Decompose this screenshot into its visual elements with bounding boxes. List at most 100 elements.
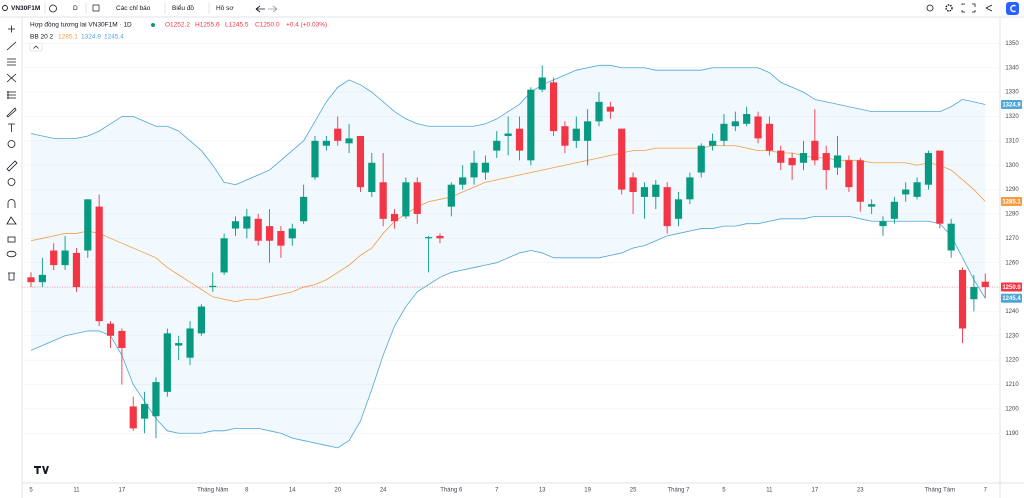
price-tag [1001,100,1022,110]
candle-type-icon[interactable] [92,4,100,12]
y-tick-label: 1310 [1005,138,1019,144]
candle-body [390,213,399,222]
candle-body [549,82,558,132]
candle-body [50,250,58,266]
ohlc-value: O1252.2 [165,22,190,29]
chart-button[interactable]: Biểu đồ [172,3,194,12]
candle-body [879,221,887,227]
candle-body [697,145,705,173]
screenshot-icon[interactable] [926,4,934,12]
candle-body [856,160,864,202]
candle-body [902,189,910,195]
ruler-tool[interactable] [6,160,18,172]
candle-body [27,277,35,283]
settings-icon[interactable] [945,4,953,12]
y-tick-label: 1300 [1005,163,1019,169]
text-tool[interactable] [8,123,15,132]
market-status-dot [151,23,155,27]
y-tick-label: 1350 [1005,41,1019,47]
candle-body [686,177,694,200]
redo-icon[interactable] [268,5,278,13]
projection-tool[interactable] [7,91,16,99]
fullscreen-icon[interactable] [961,3,976,13]
fib-tool[interactable] [7,58,16,66]
y-tick-label: 1340 [1005,65,1019,71]
candle-body [129,406,137,429]
candle-body [186,328,194,358]
candle-body [163,333,171,392]
candle-body [209,285,217,288]
x-tick-label: 20 [334,488,341,494]
compare-icon[interactable] [49,4,57,13]
delete-tool[interactable] [8,272,15,281]
pattern-tool[interactable] [6,73,17,83]
y-tick-label: 1280 [1005,212,1019,218]
y-tick-label: 1230 [1005,333,1019,339]
candle-body [822,153,830,171]
candle-body [947,223,955,251]
zoom-tool[interactable] [7,178,16,186]
y-tick-label: 1190 [1006,431,1020,437]
ohlc-value: L1245.5 [225,22,249,29]
y-tick-label: 1200 [1005,406,1019,412]
x-tick-label: 19 [584,488,591,494]
crosshair-tool[interactable] [8,25,15,33]
top-toolbar [0,0,1024,17]
candle-body [459,177,467,185]
x-tick-label: 13 [539,488,546,494]
candle-body [197,306,205,334]
collapse-arrow [33,45,39,49]
hide-tool[interactable] [6,250,17,258]
candle-body [334,128,342,141]
symbol[interactable]: VN30F1M [11,5,40,12]
candle-body [481,162,489,173]
candle-body [731,121,739,127]
candle-body [572,128,580,141]
candle-body [890,201,898,219]
lock-tool[interactable] [7,236,16,243]
stay-drawing-tool[interactable] [6,216,17,225]
x-tick-label: 17 [119,488,126,494]
candle-body [322,140,330,146]
x-tick-label: 24 [380,488,387,494]
y-tick-label: 1260 [1005,260,1019,266]
icon-tool[interactable] [7,140,16,148]
interval[interactable]: D [73,5,78,12]
candle-body [84,199,92,251]
app-logo[interactable] [1006,2,1019,15]
x-tick-label: 11 [73,488,80,494]
brush-tool[interactable] [6,107,17,118]
collapse-legend[interactable] [29,42,43,52]
candle-body [936,150,944,224]
candle-body [38,274,46,283]
price-tag-label: 1250.0 [1002,285,1021,291]
indicator-name: BB 20 2 [30,34,54,41]
share-icon[interactable] [985,4,993,12]
candle-body [754,116,762,139]
price-tag [1001,293,1022,303]
candle-body [720,123,728,141]
trend-line-tool[interactable] [6,41,17,51]
candle-body [970,287,978,300]
candle-body [777,150,785,163]
chart-title: Hợp đồng tương lai VN30F1M · 1D [30,20,132,29]
candle-body [243,216,251,229]
indicators-button[interactable]: Các chỉ báo [116,4,151,12]
candle-body [436,235,444,239]
ohlc-value: C1250.0 [255,22,280,29]
y-tick-label: 1290 [1005,187,1019,193]
candle-body [61,250,69,266]
magnet-tool[interactable] [7,199,16,208]
search-icon[interactable] [2,5,8,11]
x-tick-label: 17 [811,488,818,494]
x-tick-label: 25 [630,488,637,494]
candle-body [913,182,921,197]
ohlc-value: H1255.6 [195,22,220,29]
profile-button[interactable]: Hồ sơ [216,3,234,12]
undo-icon[interactable] [255,5,265,13]
x-tick-label: 5 [29,488,33,494]
indicator-value: 1285.1 [58,34,78,41]
candle-body [709,140,717,146]
candle-body [493,140,501,151]
x-tick-label: Tháng Năm [197,488,228,494]
